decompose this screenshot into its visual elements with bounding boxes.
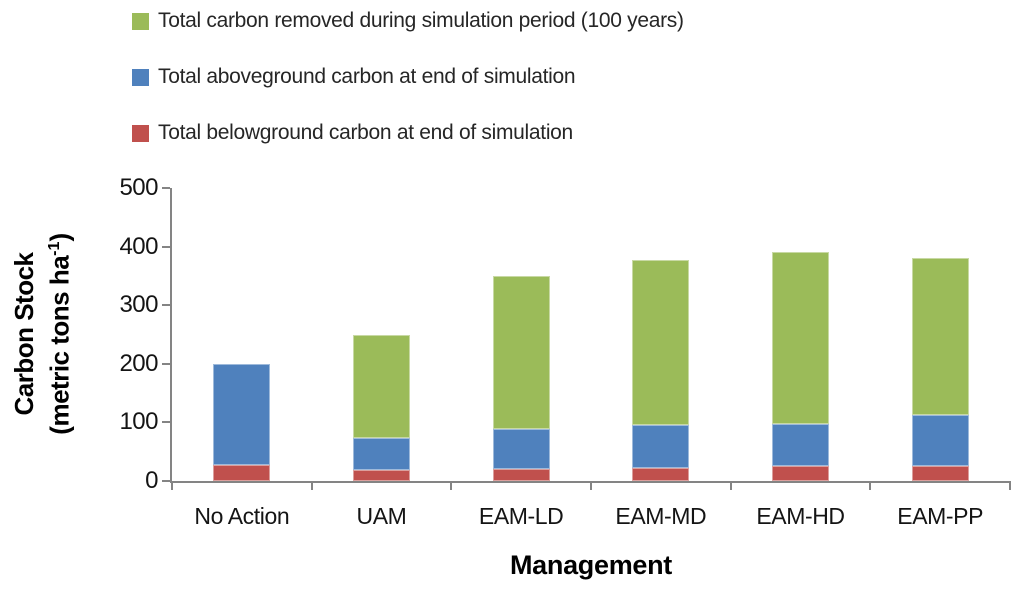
y-axis-title-line2: (metric tons ha-1) [44,233,75,435]
x-tick-mark [171,481,173,490]
bar-segment-belowground [911,466,969,481]
x-tick-label: EAM-MD [615,503,707,529]
bar-segment-belowground [632,467,690,481]
x-tick-mark [729,481,732,490]
bar-segment-removed [911,258,969,415]
bar-segment-aboveground [772,423,829,467]
y-tick-label: 0 [145,467,158,494]
bar-segment-removed [353,334,410,439]
bar-segment-aboveground [911,414,969,467]
y-axis-title-superscript: -1 [45,241,63,256]
legend-label-belowground: Total belowground carbon at end of simul… [158,121,573,144]
bar-segment-belowground [353,470,410,481]
bar-segment-aboveground [492,429,550,470]
x-axis-title: Management [509,550,673,580]
plot-area [172,188,1010,481]
x-tick-mark [590,481,592,490]
x-tick-label: EAM-HD [756,503,845,529]
x-tick-mark [310,481,313,490]
x-tick-mark [1009,481,1011,490]
bar-segment-aboveground [632,425,690,468]
bar-segment-belowground [492,469,550,481]
y-tick-label: 100 [119,408,158,436]
y-axis-title: Carbon Stock (metric tons ha-1) [9,155,75,513]
y-tick-label: 400 [119,232,158,260]
x-tick-mark [450,481,453,490]
bar-segment-removed [492,275,550,430]
legend-label-aboveground: Total aboveground carbon at end of simul… [158,65,576,88]
bar-segment-removed [772,251,829,424]
y-axis-line [170,188,172,483]
y-tick-mark [162,480,170,482]
y-tick-mark [162,187,170,189]
y-tick-mark [162,245,170,248]
legend-swatch-green-icon [132,12,149,30]
chart-legend: Total carbon removed during simulation p… [132,9,684,145]
y-tick-label: 500 [119,174,158,201]
x-tick-mark [869,481,872,490]
x-tick-label: No Action [194,503,290,529]
y-tick-mark [162,421,170,424]
legend-label-removed: Total carbon removed during simulation p… [158,9,684,32]
x-tick-label: UAM [356,503,407,529]
legend-item-removed: Total carbon removed during simulation p… [132,9,684,33]
bar-segment-aboveground [213,363,271,465]
legend-swatch-red-icon [132,124,149,142]
legend-item-aboveground: Total aboveground carbon at end of simul… [132,65,684,89]
legend-item-belowground: Total belowground carbon at end of simul… [132,121,684,145]
x-tick-label: EAM-LD [478,503,564,529]
y-tick-mark [162,304,170,307]
y-axis-title-line1: Carbon Stock [9,252,39,416]
bar-segment-removed [632,260,690,426]
legend-swatch-blue-icon [132,68,149,86]
y-tick-label: 200 [119,349,158,377]
x-tick-label: EAM-PP [897,503,984,529]
bar-segment-belowground [772,466,829,481]
y-tick-mark [162,362,170,365]
bar-segment-belowground [213,464,271,481]
y-tick-label: 300 [119,291,158,319]
bar-segment-aboveground [353,438,410,471]
